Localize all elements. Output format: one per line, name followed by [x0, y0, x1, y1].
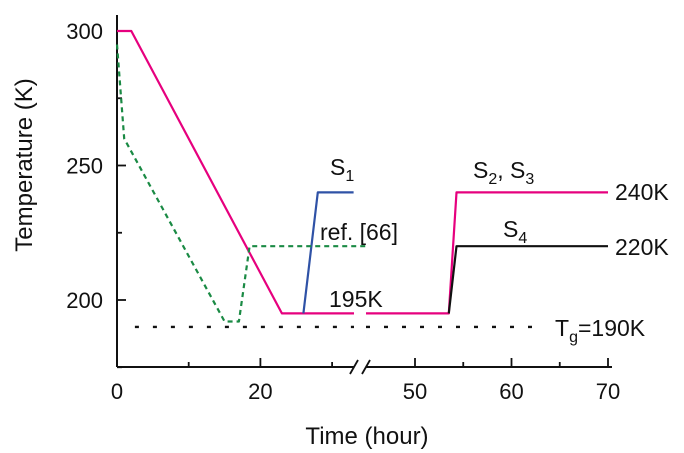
x-tick-label: 20	[248, 379, 272, 404]
x-tick-label: 50	[403, 379, 427, 404]
y-axis-label: Temperature (K)	[11, 78, 38, 251]
series-line-blue	[302, 191, 354, 314]
annotation-s23: S2, S3	[473, 157, 534, 188]
tick-label-layer: 200 250 300 0 20 50 60 70	[66, 19, 620, 404]
x-tick-label: 70	[596, 379, 620, 404]
annotation-s4: S4	[503, 216, 527, 247]
series-line-magenta	[366, 191, 608, 315]
y-tick-label: 200	[66, 288, 103, 313]
x-axis-label: Time (hour)	[305, 423, 428, 450]
annotation-layer: S1 S2, S3 S4 ref. [66] 195K 240K 220K Tg=190K	[320, 154, 669, 346]
annotation-k195: 195K	[329, 286, 383, 312]
annotation-ref: ref. [66]	[320, 219, 398, 245]
annotation-k240: 240K	[615, 179, 669, 205]
y-tick-label: 300	[66, 19, 103, 44]
annotation-s1: S1	[330, 154, 354, 185]
x-tick-label: 60	[499, 379, 523, 404]
annotation-tg: Tg=190K	[555, 315, 646, 346]
series-layer	[115, 29, 608, 329]
series-line-black	[447, 245, 608, 314]
x-tick-label: 0	[111, 379, 123, 404]
axes	[116, 15, 612, 375]
axis-break-mark	[349, 359, 359, 375]
series-line-green	[115, 44, 368, 323]
annotation-k220: 220K	[615, 234, 669, 260]
axis-break-mark	[361, 359, 371, 375]
y-tick-label: 250	[66, 154, 103, 179]
series-line-magenta	[117, 29, 354, 315]
